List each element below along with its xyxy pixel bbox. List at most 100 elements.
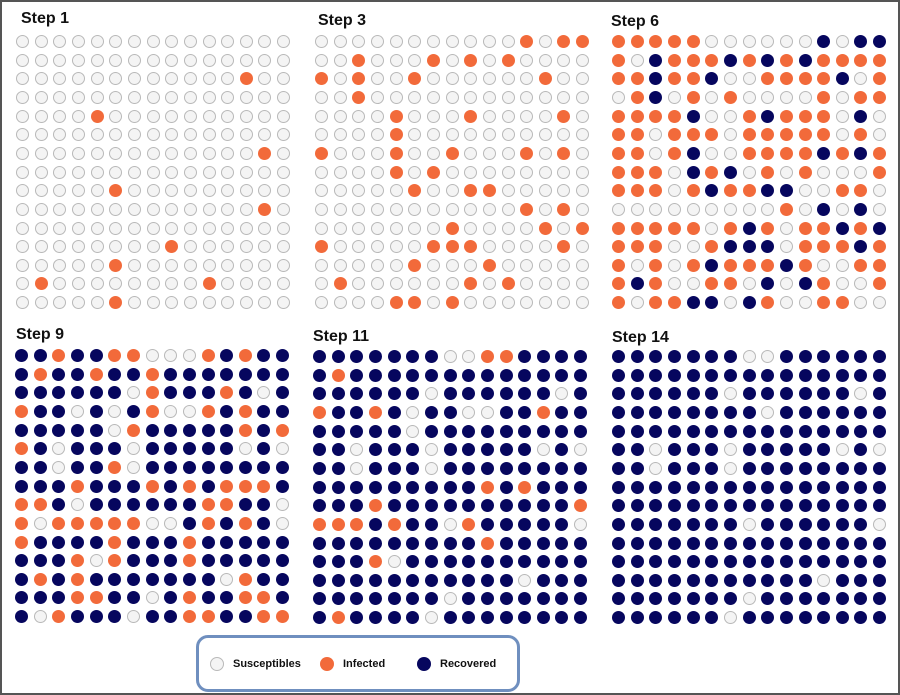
recovered-dot [686, 517, 700, 531]
recovered-dot [406, 387, 420, 401]
recovered-dot [443, 573, 457, 587]
susceptible-dot [90, 221, 104, 235]
recovered-dot [15, 479, 28, 493]
susceptible-dot [258, 128, 272, 142]
infected-dot [705, 277, 719, 291]
recovered-dot [817, 443, 831, 457]
recovered-dot [52, 591, 66, 605]
susceptible-dot [16, 128, 29, 142]
susceptible-dot [798, 184, 812, 198]
recovered-dot [779, 536, 793, 550]
susceptible-dot [538, 146, 552, 160]
recovered-dot [70, 423, 84, 437]
susceptible-dot [109, 240, 123, 254]
recovered-dot [387, 443, 401, 457]
infected-dot [630, 35, 644, 48]
recovered-dot [723, 350, 737, 363]
susceptible-dot [817, 573, 831, 587]
susceptible-dot [482, 128, 496, 142]
susceptible-dot [183, 90, 197, 104]
susceptible-dot [333, 128, 347, 142]
recovered-dot [201, 367, 215, 381]
recovered-dot [480, 424, 494, 438]
susceptible-dot [53, 258, 67, 272]
recovered-dot [15, 610, 28, 624]
susceptible-dot [90, 184, 104, 198]
recovered-dot [201, 572, 215, 586]
recovered-dot [518, 611, 532, 625]
susceptible-dot [202, 53, 216, 67]
legend: Susceptibles Infected Recovered [196, 635, 520, 692]
recovered-dot [761, 53, 775, 67]
susceptible-dot [424, 461, 438, 475]
infected-dot [52, 516, 66, 530]
susceptible-dot [482, 90, 496, 104]
susceptible-dot [408, 128, 422, 142]
recovered-dot [536, 555, 550, 569]
recovered-dot [630, 536, 644, 550]
recovered-dot [686, 368, 700, 382]
susceptible-dot [239, 128, 253, 142]
susceptible-dot [221, 109, 235, 123]
susceptible-dot [501, 296, 515, 310]
recovered-dot [313, 480, 326, 494]
recovered-dot [705, 592, 719, 606]
susceptible-dot [127, 72, 141, 86]
susceptible-dot [221, 202, 235, 216]
susceptible-dot [576, 165, 590, 179]
recovered-dot [536, 573, 550, 587]
susceptible-dot [742, 350, 756, 363]
recovered-dot [873, 573, 887, 587]
recovered-dot [89, 460, 103, 474]
recovered-dot [705, 536, 719, 550]
recovered-dot [555, 536, 569, 550]
recovered-dot [723, 165, 737, 179]
susceptible-dot [183, 258, 197, 272]
recovered-dot [33, 349, 47, 362]
infected-dot [445, 240, 459, 254]
susceptible-dot [538, 128, 552, 142]
susceptible-dot [221, 221, 235, 235]
recovered-dot [499, 443, 513, 457]
susceptible-dot [538, 165, 552, 179]
recovered-dot [761, 109, 775, 123]
recovered-dot [89, 386, 103, 400]
infected-dot [686, 184, 700, 198]
recovered-dot [574, 461, 588, 475]
recovered-dot [387, 461, 401, 475]
recovered-dot [686, 165, 700, 179]
susceptible-dot [445, 258, 459, 272]
recovered-dot [873, 536, 887, 550]
recovered-dot [406, 536, 420, 550]
infected-dot [538, 221, 552, 235]
recovered-dot [52, 404, 66, 418]
susceptible-dot [370, 128, 384, 142]
infected-dot [408, 72, 422, 86]
recovered-dot [817, 202, 831, 216]
recovered-dot [742, 296, 756, 310]
infected-dot [352, 53, 366, 67]
infected-dot [145, 404, 159, 418]
susceptible-dot [779, 296, 793, 310]
recovered-dot [164, 386, 178, 400]
recovered-dot [89, 535, 103, 549]
recovered-dot [331, 461, 345, 475]
susceptible-dot [34, 109, 48, 123]
infected-dot [854, 221, 868, 235]
susceptible-dot [315, 277, 328, 291]
recovered-dot [331, 350, 345, 363]
infected-dot [313, 405, 326, 419]
infected-dot [109, 184, 123, 198]
infected-dot [70, 516, 84, 530]
recovered-dot [350, 592, 364, 606]
susceptible-dot [445, 184, 459, 198]
susceptible-dot [165, 258, 179, 272]
recovered-dot [313, 443, 326, 457]
recovered-dot [126, 554, 140, 568]
recovered-dot [33, 554, 47, 568]
susceptible-dot [333, 146, 347, 160]
recovered-dot [761, 184, 775, 198]
recovered-dot [536, 424, 550, 438]
susceptible-dot [165, 35, 179, 48]
recovered-dot [15, 386, 28, 400]
